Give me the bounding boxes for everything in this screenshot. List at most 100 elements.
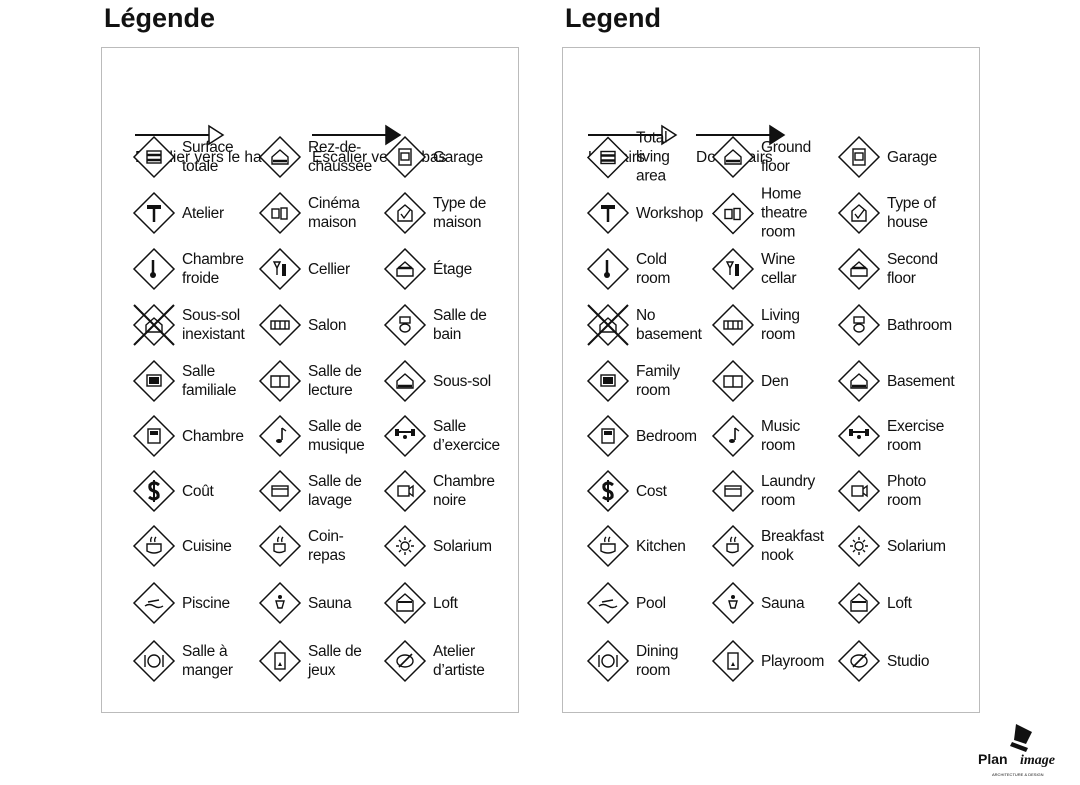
home-theatre-icon bbox=[711, 191, 755, 235]
legend-item-label: Wine cellar bbox=[761, 251, 797, 287]
legend-item: Atelier bbox=[132, 191, 224, 235]
legend-item-label: Basement bbox=[887, 372, 955, 390]
legend-item-label: Chambre froide bbox=[182, 251, 244, 287]
legend-item-label: Family room bbox=[636, 363, 680, 399]
tv-icon bbox=[132, 359, 176, 403]
legend-item: Atelier d’artiste bbox=[383, 639, 485, 683]
legend-item: Photo room bbox=[837, 469, 926, 513]
legend-item: Garage bbox=[837, 135, 937, 179]
toilet-icon bbox=[383, 303, 427, 347]
legend-item: Exercise room bbox=[837, 414, 944, 458]
svg-text:Plan: Plan bbox=[978, 751, 1008, 767]
legend-item-label: Pool bbox=[636, 594, 666, 612]
legend-item: Piscine bbox=[132, 581, 230, 625]
tv-icon bbox=[586, 359, 630, 403]
weights-icon bbox=[383, 414, 427, 458]
legend-item: Salle d’exercice bbox=[383, 414, 500, 458]
loft-icon bbox=[383, 581, 427, 625]
legend-item-label: Cellier bbox=[308, 260, 350, 278]
garage-icon bbox=[383, 135, 427, 179]
legend-title: Legend bbox=[565, 3, 662, 33]
wine-icon bbox=[258, 247, 302, 291]
legend-item-label: Chambre bbox=[182, 427, 244, 445]
legend-item-label: Salle de musique bbox=[308, 418, 365, 454]
playroom-icon bbox=[711, 639, 755, 683]
legend-item: Garage bbox=[383, 135, 483, 179]
legend-item: Sous-sol inexistant bbox=[132, 303, 245, 347]
legend-item: Étage bbox=[383, 247, 472, 291]
legend-item: Chambre noire bbox=[383, 469, 495, 513]
stairs-down-arrow-icon bbox=[696, 124, 786, 146]
no-basement-icon bbox=[132, 303, 176, 347]
legend-item-label: Bathroom bbox=[887, 316, 952, 334]
sauna-icon bbox=[258, 581, 302, 625]
legend-item: Home theatre room bbox=[711, 185, 807, 242]
home-theatre-icon bbox=[258, 191, 302, 235]
legend-item: Bedroom bbox=[586, 414, 697, 458]
legend-item-label: Atelier bbox=[182, 204, 224, 222]
legend-item-label: Salle d’exercice bbox=[433, 418, 500, 454]
legend-item-label: Laundry room bbox=[761, 473, 815, 509]
legend-item-label: Studio bbox=[887, 652, 930, 670]
playroom-icon bbox=[258, 639, 302, 683]
legend-item-label: Second floor bbox=[887, 251, 938, 287]
legend-item-label: Piscine bbox=[182, 594, 230, 612]
legend-item-label: Salle de lecture bbox=[308, 363, 362, 399]
legend-item-label: Loft bbox=[887, 594, 912, 612]
legend-item-label: Sous-sol bbox=[433, 372, 491, 390]
plate-icon bbox=[132, 639, 176, 683]
house-check-icon bbox=[837, 191, 881, 235]
legend-item: Type of house bbox=[837, 191, 936, 235]
legend-item-label: Den bbox=[761, 372, 789, 390]
legend-item: Music room bbox=[711, 414, 800, 458]
legend-panel: Escalier vers le haut Escalier vers le ba… bbox=[101, 47, 519, 713]
stairs-up-arrow-icon bbox=[588, 124, 678, 146]
coffee-cup-icon bbox=[711, 524, 755, 568]
legend-item: Living room bbox=[711, 303, 800, 347]
legend-item-label: Dining room bbox=[636, 643, 679, 679]
swimmer-icon bbox=[586, 581, 630, 625]
sofa-icon bbox=[258, 303, 302, 347]
legend-item-label: Rez-de- chaussée bbox=[308, 139, 372, 175]
legend-item: Studio bbox=[837, 639, 929, 683]
legend-item: Surface totale bbox=[132, 135, 234, 179]
bed-icon bbox=[586, 414, 630, 458]
legend-item-label: Living room bbox=[761, 307, 800, 343]
legend-item: Wine cellar bbox=[711, 247, 797, 291]
swimmer-icon bbox=[132, 581, 176, 625]
legend-item-label: Solarium bbox=[887, 537, 946, 555]
camera-icon bbox=[837, 469, 881, 513]
no-basement-icon bbox=[586, 303, 630, 347]
washer-icon bbox=[258, 469, 302, 513]
hammer-icon bbox=[132, 191, 176, 235]
legend-item: Den bbox=[711, 359, 789, 403]
legend-item: Breakfast nook bbox=[711, 524, 824, 568]
legend-item-label: Coin- repas bbox=[308, 528, 346, 564]
legend-item: Cinéma maison bbox=[258, 191, 360, 235]
legend-item-label: Salle de jeux bbox=[308, 643, 362, 679]
stairs-up-arrow-icon bbox=[135, 124, 225, 146]
pot-icon bbox=[586, 524, 630, 568]
legend-item-label: Ground floor bbox=[761, 139, 811, 175]
legend-item: Cuisine bbox=[132, 524, 232, 568]
legend-item-label: Surface totale bbox=[182, 139, 234, 175]
legend-item-label: Salle de lavage bbox=[308, 473, 362, 509]
legend-item-label: Loft bbox=[433, 594, 458, 612]
legend-item: Kitchen bbox=[586, 524, 686, 568]
planimage-logo: Plan image ARCHITECTURE & DESIGN bbox=[978, 724, 1055, 777]
weights-icon bbox=[837, 414, 881, 458]
legend-item: Pool bbox=[586, 581, 666, 625]
legend-item: Workshop bbox=[586, 191, 703, 235]
legend-item: Salle familiale bbox=[132, 359, 236, 403]
legend-item: Cellier bbox=[258, 247, 350, 291]
legend-item: Second floor bbox=[837, 247, 938, 291]
legend-item-label: Chambre noire bbox=[433, 473, 495, 509]
legend-item-label: Coût bbox=[182, 482, 214, 500]
legend-item-label: Sous-sol inexistant bbox=[182, 307, 245, 343]
legend-item: Basement bbox=[837, 359, 955, 403]
legend-item-label: Home theatre room bbox=[761, 185, 808, 241]
legend-item-label: Music room bbox=[761, 418, 800, 454]
legend-item-label: Exercise room bbox=[887, 418, 945, 454]
legend-item-label: Salle de bain bbox=[433, 307, 487, 343]
legend-item: Salle à manger bbox=[132, 639, 233, 683]
